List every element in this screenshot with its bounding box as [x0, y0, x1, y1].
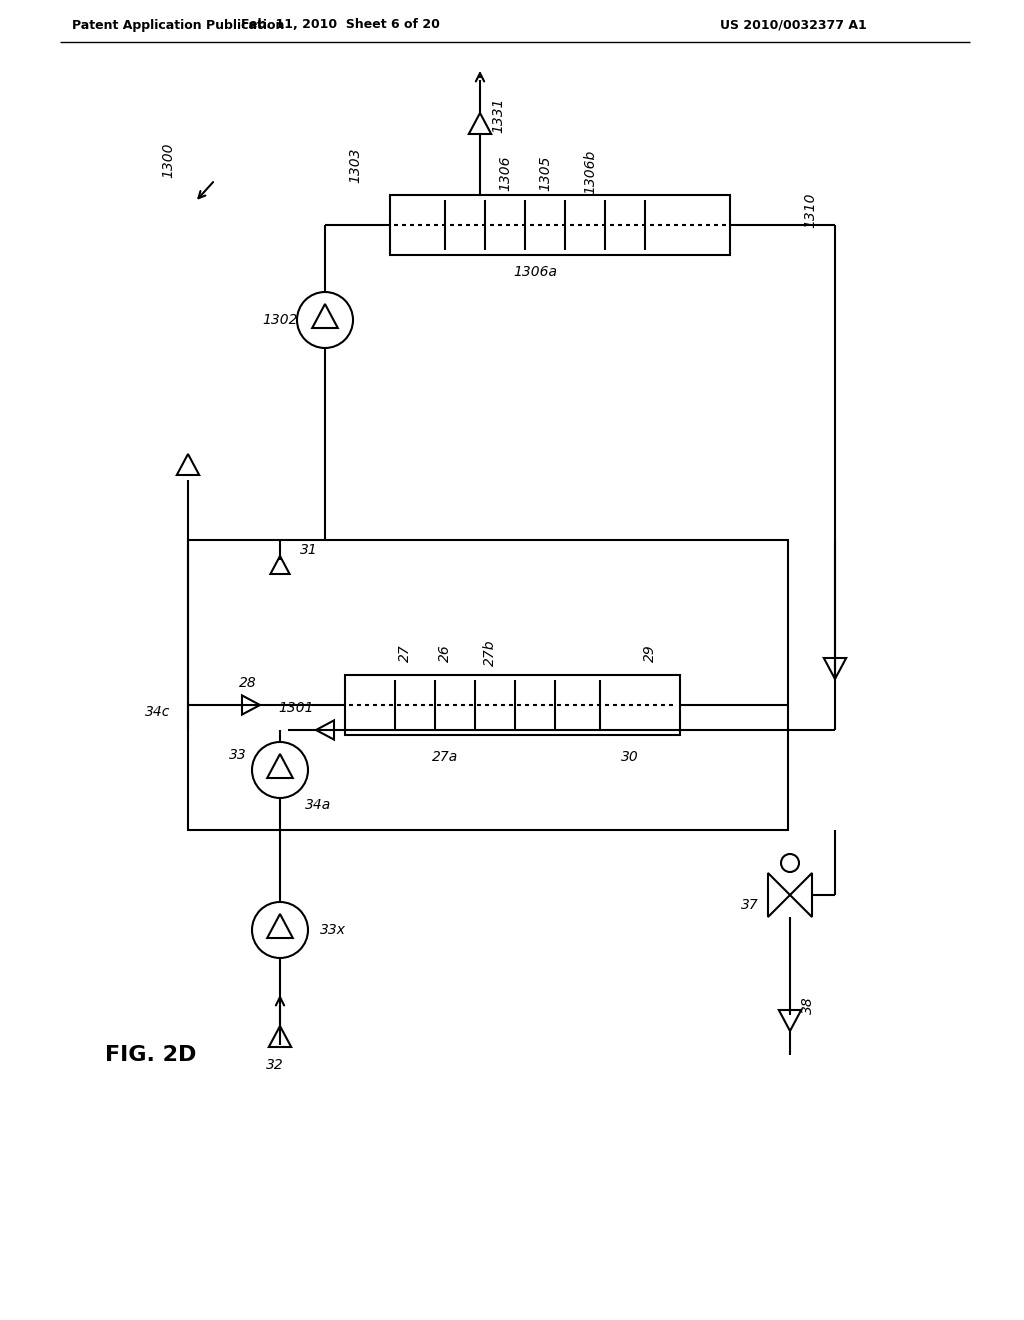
Bar — [345, 675, 680, 735]
Text: 26: 26 — [438, 644, 452, 661]
Text: 27: 27 — [398, 644, 412, 661]
Circle shape — [252, 742, 308, 799]
Text: Patent Application Publication: Patent Application Publication — [72, 18, 285, 32]
Text: 33: 33 — [229, 748, 247, 762]
Text: 34a: 34a — [305, 799, 331, 812]
Text: 29: 29 — [643, 644, 657, 661]
Circle shape — [781, 854, 799, 873]
Polygon shape — [312, 304, 338, 327]
Text: Feb. 11, 2010  Sheet 6 of 20: Feb. 11, 2010 Sheet 6 of 20 — [241, 18, 439, 32]
Polygon shape — [267, 913, 293, 939]
Text: 27a: 27a — [432, 750, 458, 764]
Text: 38: 38 — [801, 997, 815, 1014]
Text: 1302: 1302 — [262, 313, 298, 327]
Polygon shape — [177, 454, 200, 475]
Circle shape — [297, 292, 353, 348]
Polygon shape — [469, 114, 492, 135]
Text: 1303: 1303 — [348, 148, 362, 182]
Text: 27b: 27b — [483, 640, 497, 667]
Text: 37: 37 — [741, 898, 759, 912]
Polygon shape — [270, 556, 290, 574]
Text: 30: 30 — [622, 750, 639, 764]
Text: 1306: 1306 — [498, 156, 512, 191]
Polygon shape — [823, 657, 846, 678]
Polygon shape — [242, 696, 260, 714]
Text: 1331: 1331 — [490, 98, 505, 133]
Polygon shape — [267, 754, 293, 777]
Text: 31: 31 — [300, 543, 317, 557]
Text: 1306b: 1306b — [583, 150, 597, 194]
Polygon shape — [790, 873, 812, 917]
Text: FIG. 2D: FIG. 2D — [105, 1045, 197, 1065]
Text: 1310: 1310 — [803, 193, 817, 228]
Text: US 2010/0032377 A1: US 2010/0032377 A1 — [720, 18, 866, 32]
Polygon shape — [316, 721, 334, 739]
Text: 33x: 33x — [319, 923, 346, 937]
Text: 28: 28 — [240, 676, 257, 690]
Text: 1300: 1300 — [161, 143, 175, 178]
Polygon shape — [768, 873, 790, 917]
Polygon shape — [268, 1026, 291, 1047]
Text: 1305: 1305 — [538, 156, 552, 191]
Text: 1301: 1301 — [278, 701, 313, 715]
Text: 32: 32 — [266, 1059, 284, 1072]
Bar — [390, 195, 730, 255]
Circle shape — [252, 902, 308, 958]
Text: 34c: 34c — [144, 705, 170, 719]
Text: 1306a: 1306a — [513, 265, 557, 279]
Polygon shape — [779, 1010, 801, 1031]
Bar — [188, 540, 788, 830]
